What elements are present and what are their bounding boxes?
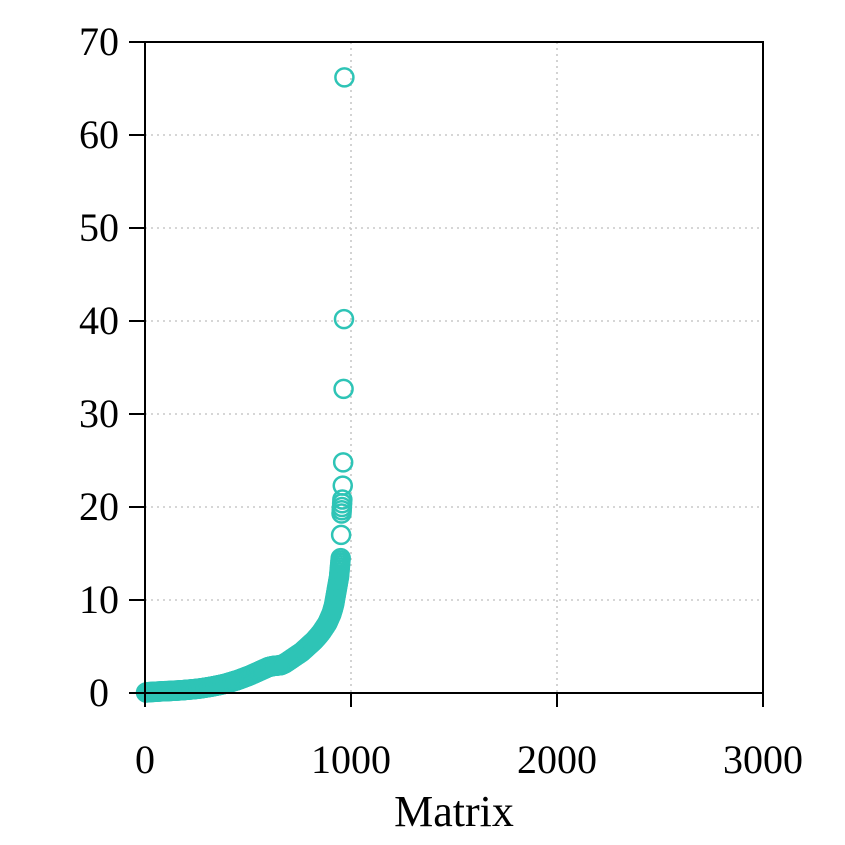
data-point [332,489,353,510]
y-tick-label: 40 [79,298,119,343]
data-points [135,67,355,703]
x-tick-label: 1000 [311,737,391,782]
x-tick-label: 0 [135,737,155,782]
plot-frame [144,41,764,694]
data-point [333,308,355,330]
data-point [330,524,352,546]
x-tick-label: 2000 [517,737,597,782]
axis-ticks: 0 10 20 30 40 50 60 70 0 1000 2000 3000 [79,19,803,782]
data-point [332,475,354,496]
data-point [334,67,355,88]
y-tick-label: 50 [79,205,119,250]
y-tick-label: 0 [89,670,109,715]
y-tick-label: 30 [79,391,119,436]
grid [145,42,763,693]
y-tick-label: 60 [79,112,119,157]
y-tick-label: 70 [79,19,119,64]
data-point [333,378,354,400]
y-tick-label: 20 [79,484,119,529]
y-tick-label: 10 [79,577,119,622]
data-point [330,547,351,569]
data-point [332,452,354,473]
x-axis-title: Matrix [394,787,514,836]
x-tick-label: 3000 [723,737,803,782]
